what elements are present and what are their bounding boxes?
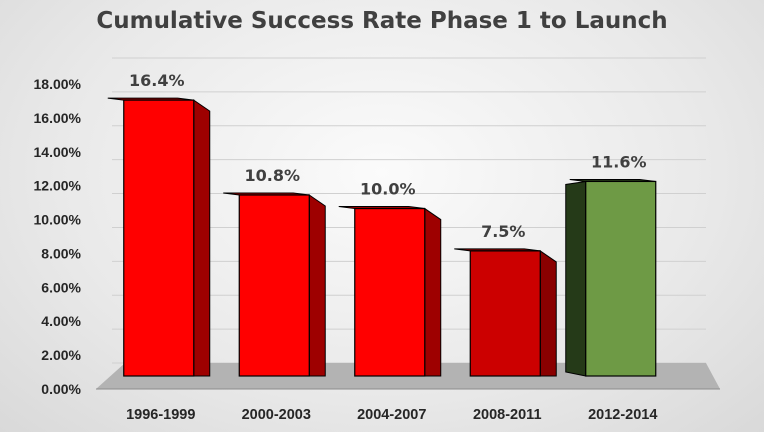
data-label: 16.4% (129, 71, 185, 90)
y-tick-label: 6.00% (41, 279, 81, 295)
y-tick-label: 4.00% (41, 313, 81, 329)
bar-side-face (193, 99, 211, 377)
bar-side-face (308, 194, 326, 377)
x-axis-ticks: 1996-1999 2000-2003 2004-2007 2008-2011 2012… (126, 407, 657, 423)
bar-front-face (585, 180, 657, 377)
y-tick-label: 14.00% (34, 144, 82, 160)
bar-2000-2003: 10.8% (223, 166, 326, 377)
y-tick-label: 0.00% (41, 381, 81, 397)
y-axis-ticks: 0.00% 2.00% 4.00% 6.00% 8.00% 10.00% 12.00% 14.… (34, 76, 82, 397)
bar-front-face (123, 99, 195, 377)
bar-side-face (539, 249, 557, 377)
bar-side-face (565, 180, 587, 377)
y-tick-label: 16.00% (34, 110, 82, 126)
bar-1996-1999: 16.4% (107, 71, 211, 377)
bar-side-face (424, 207, 442, 377)
bar-2008-2011: 7.5% (454, 222, 557, 377)
y-tick-label: 10.00% (34, 212, 82, 228)
y-tick-label: 2.00% (41, 347, 81, 363)
y-tick-label: 12.00% (34, 178, 82, 194)
bar-front-face (354, 207, 426, 377)
bar-2012-2014: 11.6% (565, 152, 657, 377)
x-tick-label: 2008-2011 (473, 407, 542, 423)
data-label: 7.5% (481, 222, 525, 241)
bar-front-face (238, 194, 310, 377)
data-label: 10.0% (360, 180, 416, 199)
bars: 16.4% 10.8% 10.0% 7.5% 11.6% (107, 71, 657, 377)
y-tick-label: 18.00% (34, 76, 82, 92)
data-label: 10.8% (244, 166, 300, 185)
y-tick-label: 8.00% (41, 245, 81, 261)
bar-front-face (469, 250, 541, 377)
x-tick-label: 2012-2014 (588, 407, 657, 423)
x-tick-label: 2000-2003 (242, 407, 311, 423)
chart-title: Cumulative Success Rate Phase 1 to Launc… (96, 8, 667, 34)
data-label: 11.6% (591, 152, 647, 171)
x-tick-label: 1996-1999 (126, 407, 195, 423)
x-tick-label: 2004-2007 (357, 407, 426, 423)
bar-2004-2007: 10.0% (338, 180, 442, 377)
